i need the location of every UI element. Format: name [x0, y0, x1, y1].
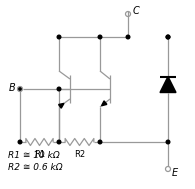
Text: R2 ≅ 0.6 kΩ: R2 ≅ 0.6 kΩ — [8, 163, 63, 171]
Circle shape — [57, 140, 61, 144]
Text: R2: R2 — [74, 150, 85, 159]
Text: R1 ≅ 10 kΩ: R1 ≅ 10 kΩ — [8, 152, 60, 160]
Circle shape — [166, 140, 170, 144]
Circle shape — [98, 35, 102, 39]
Text: R1: R1 — [34, 150, 45, 159]
Circle shape — [166, 35, 170, 39]
Circle shape — [166, 35, 170, 39]
Circle shape — [57, 35, 61, 39]
Text: E: E — [172, 168, 178, 178]
Circle shape — [18, 87, 22, 91]
Circle shape — [126, 35, 130, 39]
Text: B: B — [8, 83, 15, 93]
Polygon shape — [58, 103, 64, 108]
Circle shape — [57, 87, 61, 91]
Circle shape — [18, 140, 22, 144]
Circle shape — [98, 140, 102, 144]
Text: C: C — [133, 6, 140, 16]
Polygon shape — [160, 77, 176, 92]
Polygon shape — [102, 101, 107, 106]
